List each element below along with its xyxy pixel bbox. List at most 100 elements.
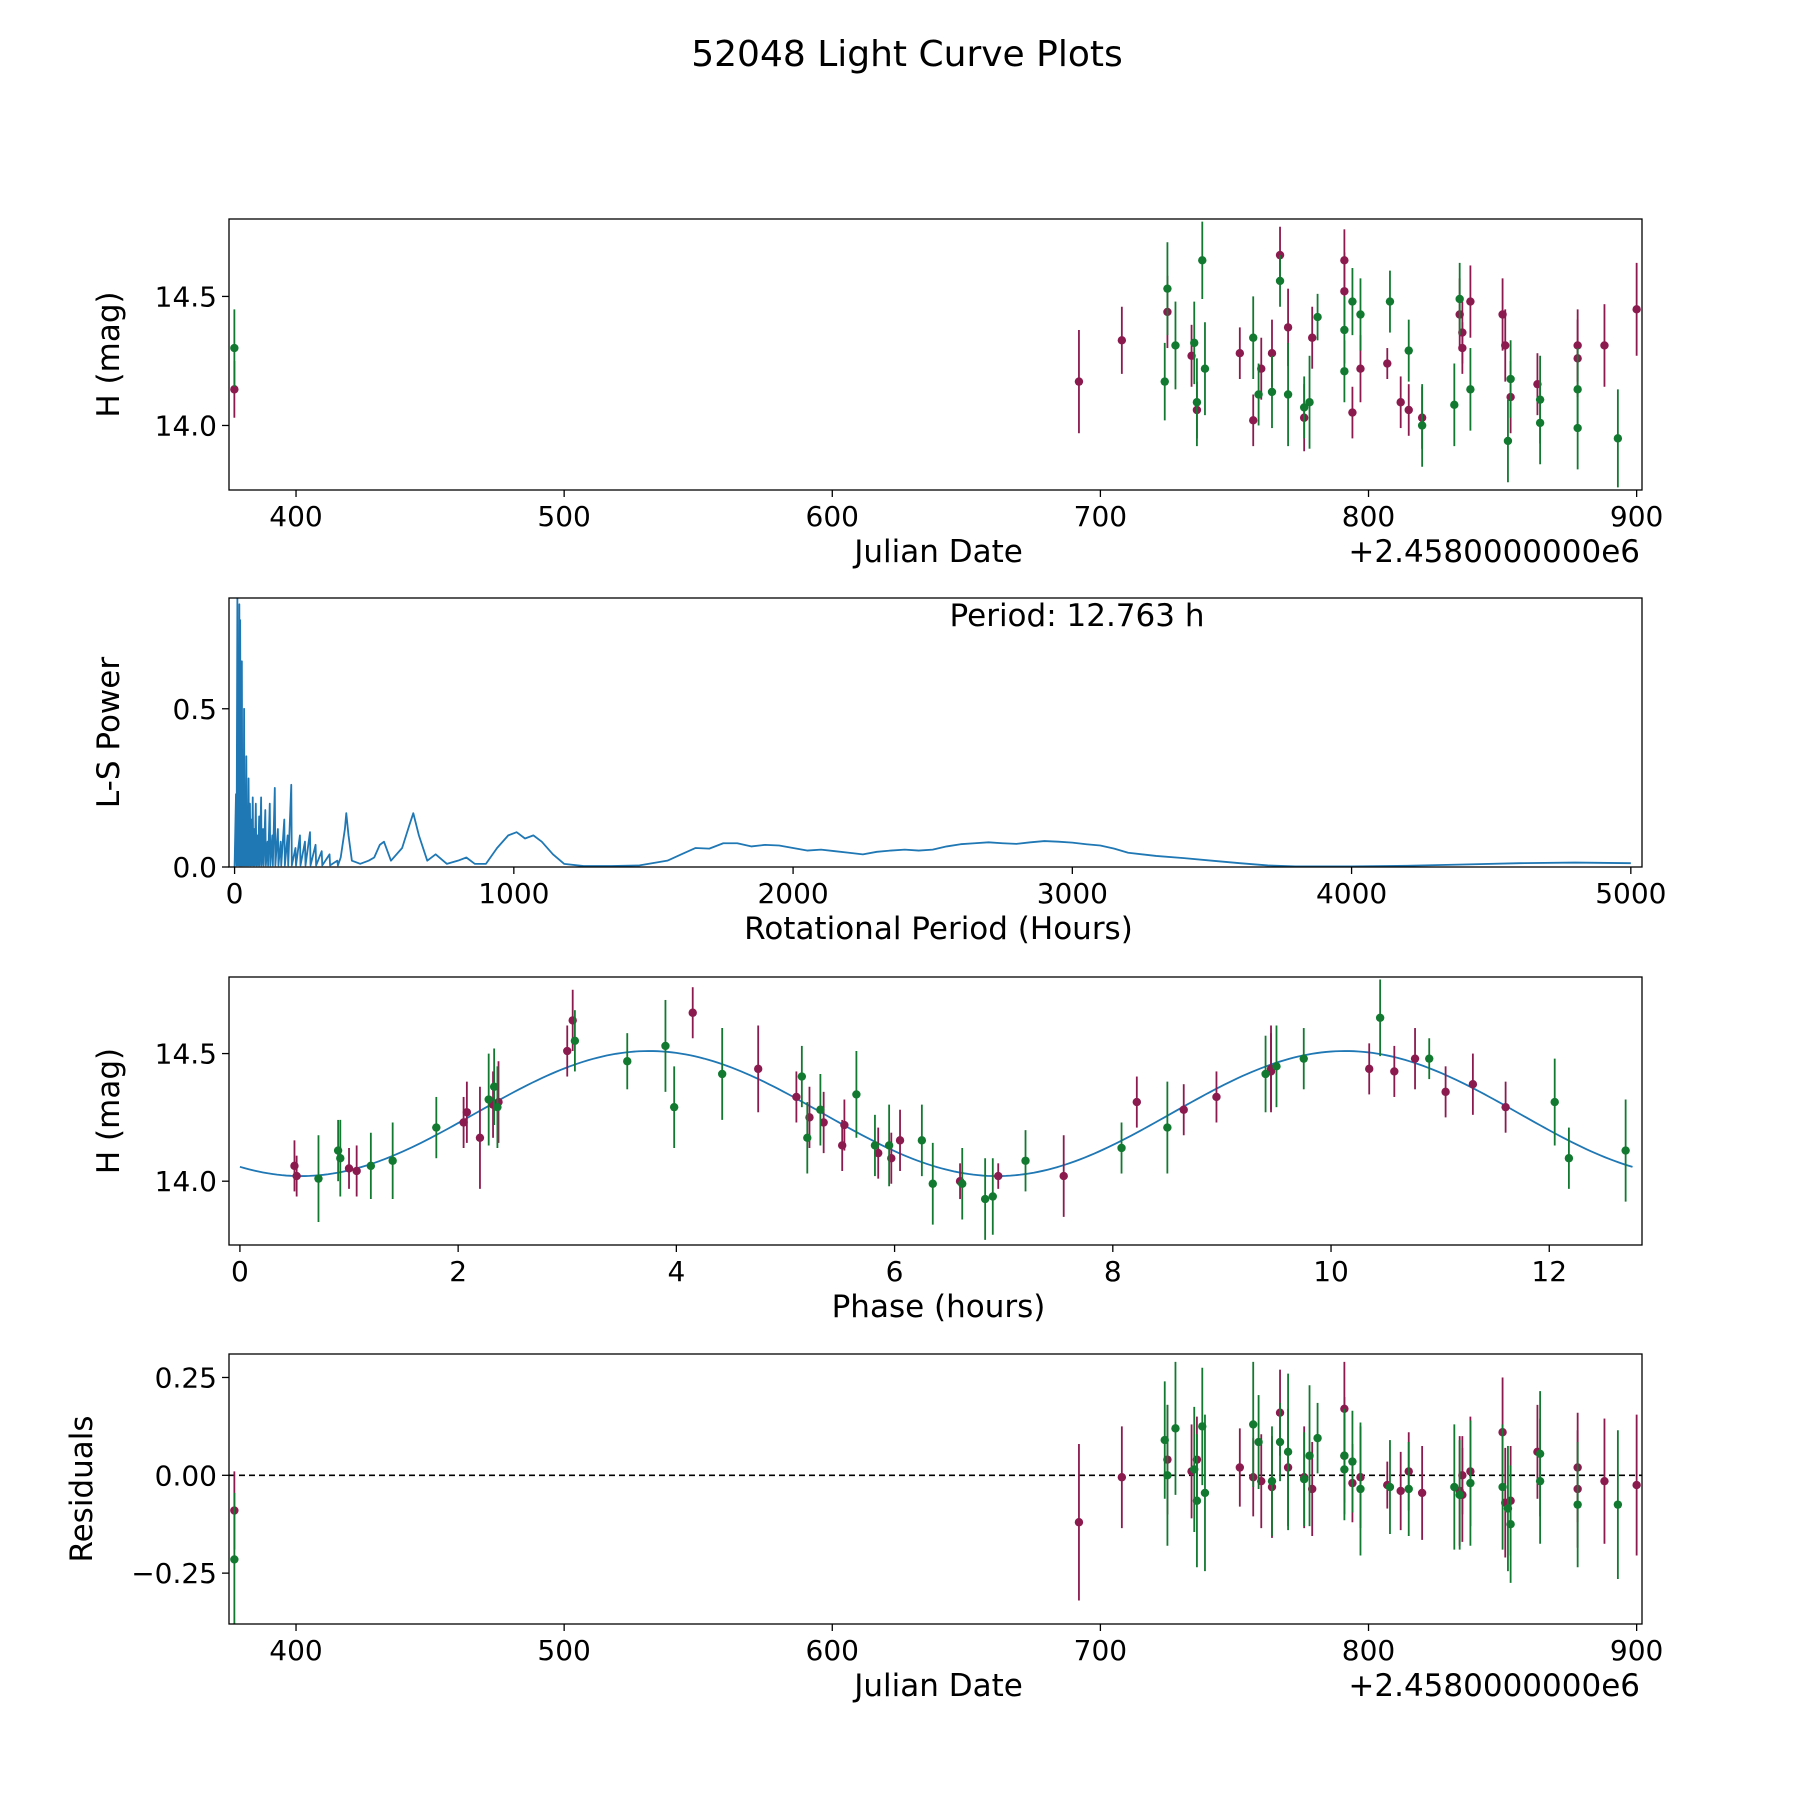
data-point: [1600, 1476, 1609, 1486]
y-tick-label: 0.0: [172, 851, 217, 884]
data-point: [717, 1069, 727, 1079]
data-point: [1299, 1475, 1309, 1484]
data-point: [928, 1179, 937, 1188]
x-tick-label: 1000: [478, 877, 549, 910]
data-point: [816, 1105, 825, 1114]
period-annotation: Period: 12.763 h: [950, 598, 1205, 634]
data-point: [797, 1072, 807, 1081]
data-point: [1059, 1171, 1068, 1181]
data-point: [917, 1136, 927, 1145]
data-point: [1212, 1092, 1221, 1102]
y-tick-label: 0.00: [155, 1459, 217, 1492]
data-point: [1254, 1437, 1263, 1447]
x-tick-label: 5000: [1595, 877, 1666, 910]
data-point: [1299, 1054, 1308, 1063]
data-point: [1235, 349, 1245, 358]
data-point: [366, 1161, 376, 1171]
residuals-plot: 400 500 600 700 800 900 0.25 0.00 −0.25 Julian Da…: [64, 1353, 1663, 1704]
data-point: [1163, 284, 1172, 293]
data-point: [1535, 395, 1545, 404]
x-tick-label: 700: [1074, 1634, 1127, 1667]
data-point: [1425, 1054, 1434, 1063]
data-point: [1613, 434, 1623, 443]
data-point: [803, 1133, 812, 1143]
data-point: [1396, 398, 1405, 407]
data-point: [1283, 390, 1293, 399]
data-point: [1272, 1062, 1281, 1071]
x-tick-label: 6: [886, 1255, 904, 1288]
data-point: [792, 1092, 801, 1102]
data-point: [1573, 1500, 1582, 1509]
data-point: [1535, 1449, 1545, 1458]
data-point: [336, 1154, 345, 1163]
data-point: [1275, 1437, 1285, 1447]
data-point: [688, 1008, 697, 1017]
data-point: [1021, 1156, 1030, 1165]
x-tick-label: 2000: [757, 877, 828, 910]
x-tick-label: 400: [269, 500, 322, 533]
data-point: [489, 1082, 499, 1091]
periodogram-plot: 0 1000 2000 3000 4000 5000 0.0 0.5 Rotational Pe…: [91, 597, 1666, 947]
x-tick-label: 0: [231, 1255, 249, 1288]
data-point: [1356, 310, 1365, 319]
data-point: [1198, 256, 1207, 265]
data-point: [1235, 1463, 1245, 1472]
data-point: [1171, 341, 1180, 350]
data-point: [623, 1057, 632, 1066]
data-point: [1390, 1067, 1399, 1076]
x-tick-label: 3000: [1037, 877, 1108, 910]
data-point: [1267, 1476, 1277, 1486]
series-filter_a: [230, 1361, 1641, 1601]
data-point: [1305, 398, 1314, 407]
figure-title: 52048 Light Curve Plots: [691, 34, 1123, 75]
data-point: [1340, 1451, 1349, 1460]
axes-frame: [228, 976, 1643, 1246]
data-point: [874, 1148, 883, 1158]
y-axis-label: H (mag): [91, 1048, 127, 1174]
data-point: [669, 1102, 679, 1112]
data-point: [1573, 385, 1582, 394]
data-point: [988, 1192, 997, 1201]
data-point: [1267, 387, 1277, 397]
data-point: [1632, 1480, 1641, 1490]
data-point: [1192, 1496, 1202, 1505]
data-point: [994, 1171, 1003, 1181]
x-tick-label: 700: [1074, 500, 1127, 533]
data-point: [493, 1102, 502, 1112]
data-point: [1466, 385, 1475, 394]
data-point: [1249, 1420, 1258, 1429]
periodogram-line: [233, 598, 1631, 867]
plot-area: [230, 221, 1641, 488]
data-point: [895, 1136, 905, 1145]
data-point: [1396, 1486, 1405, 1496]
plot-area: [239, 979, 1633, 1240]
data-point: [1163, 1123, 1172, 1132]
x-tick-label: 4: [667, 1255, 685, 1288]
data-point: [1117, 1473, 1127, 1482]
y-tick-label: 14.0: [155, 409, 217, 442]
data-point: [1410, 1054, 1420, 1063]
data-point: [1299, 403, 1309, 412]
y-tick-label: 14.0: [155, 1165, 217, 1198]
data-point: [1356, 1484, 1365, 1494]
x-tick-label: 800: [1342, 500, 1395, 533]
data-point: [1192, 398, 1202, 407]
y-axis-label: Residuals: [64, 1415, 100, 1562]
x-tick-label: 4000: [1316, 877, 1387, 910]
axes-frame: [228, 1353, 1643, 1625]
data-point: [1417, 1488, 1427, 1498]
x-tick-label: 12: [1531, 1255, 1567, 1288]
x-tick-label: 2: [449, 1255, 467, 1288]
lightcurve-plot: 400 500 600 700 800 900 14.0 14.5 Julian Date H (…: [91, 218, 1663, 570]
series-filter_a: [230, 226, 1641, 452]
y-axis-label: L-S Power: [91, 657, 127, 808]
data-point: [1466, 1478, 1475, 1488]
data-point: [1458, 343, 1467, 353]
x-tick-label: 600: [806, 1634, 859, 1667]
data-point: [1600, 341, 1609, 350]
data-point: [352, 1166, 361, 1176]
x-tick-label: 400: [269, 1634, 322, 1667]
data-point: [1503, 436, 1513, 446]
data-point: [1275, 276, 1285, 286]
data-point: [1305, 1451, 1314, 1460]
